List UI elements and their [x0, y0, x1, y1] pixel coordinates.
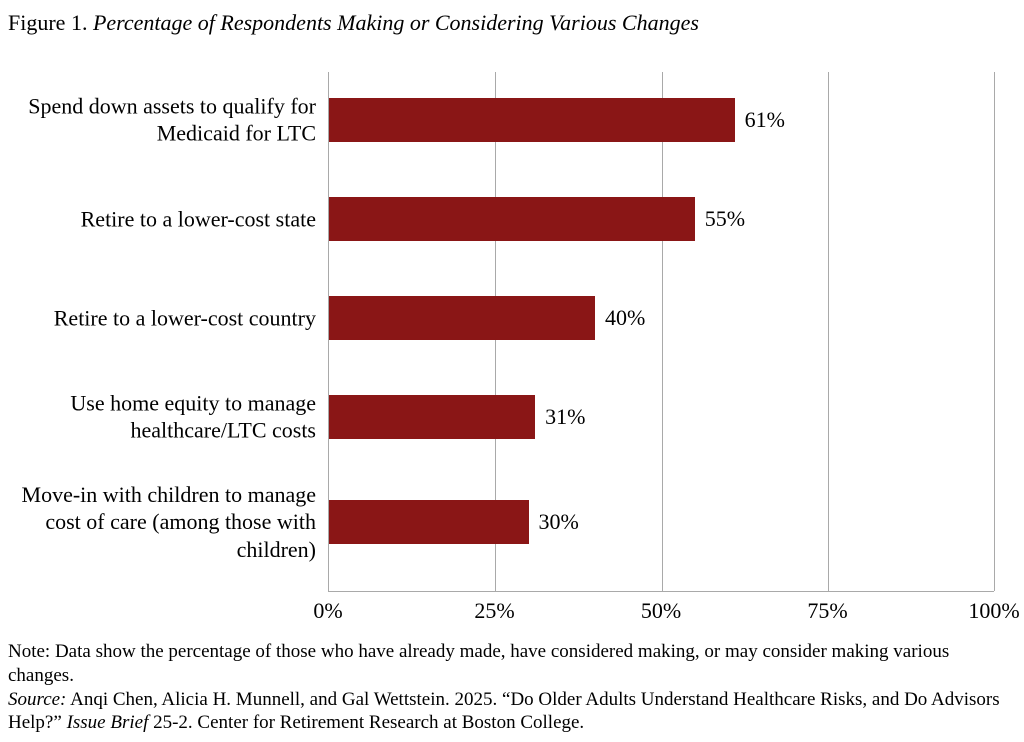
figure-title: Figure 1. Percentage of Respondents Maki… [8, 10, 1016, 36]
value-label: 30% [529, 509, 579, 535]
source-label: Source: [8, 689, 66, 710]
bar: 55% [329, 197, 695, 241]
figure-footer: Note: Data show the percentage of those … [8, 640, 1016, 735]
gridline [994, 72, 995, 591]
bar: 40% [329, 296, 595, 340]
value-label: 61% [735, 107, 785, 133]
category-labels-column: Spend down assets to qualify for Medicai… [8, 72, 328, 592]
bar-row: 30% [329, 500, 994, 544]
figure-caption: Percentage of Respondents Making or Cons… [93, 10, 699, 35]
note-text: Note: Data show the percentage of those … [8, 640, 1016, 688]
bar: 31% [329, 395, 535, 439]
x-tick-label: 50% [641, 598, 681, 624]
x-tick-label: 75% [807, 598, 847, 624]
plot-area: 61% 55% 40% 31% 30% [328, 72, 994, 592]
value-label: 40% [595, 305, 645, 331]
bar-row: 55% [329, 197, 994, 241]
source-tail: 25-2. Center for Retirement Research at … [148, 712, 584, 733]
category-label: Move-in with children to manage cost of … [6, 481, 316, 564]
value-label: 55% [695, 206, 745, 232]
bar-row: 31% [329, 395, 994, 439]
source-line: Source: Anqi Chen, Alicia H. Munnell, an… [8, 688, 1016, 736]
x-axis: 0%25%50%75%100% [328, 592, 994, 626]
x-tick-label: 100% [968, 598, 1019, 624]
category-label: Retire to a lower-cost country [6, 304, 316, 332]
figure-number: Figure 1. [8, 10, 93, 35]
category-label: Retire to a lower-cost state [6, 205, 316, 233]
x-tick-label: 0% [313, 598, 342, 624]
category-label: Use home equity to manage healthcare/LTC… [6, 389, 316, 444]
bar-row: 40% [329, 296, 994, 340]
x-tick-label: 25% [474, 598, 514, 624]
bar: 30% [329, 500, 529, 544]
chart: Spend down assets to qualify for Medicai… [8, 72, 1016, 626]
bar: 61% [329, 98, 735, 142]
plot-column: 61%55%40%31%30% 0%25%50%75%100% [328, 72, 994, 626]
category-label: Spend down assets to qualify for Medicai… [6, 92, 316, 147]
issue-brief: Issue Brief [62, 712, 149, 733]
source-authors: Anqi Chen, Alicia H. Munnell, and Gal We… [66, 689, 502, 710]
value-label: 31% [535, 404, 585, 430]
bar-row: 61% [329, 98, 994, 142]
